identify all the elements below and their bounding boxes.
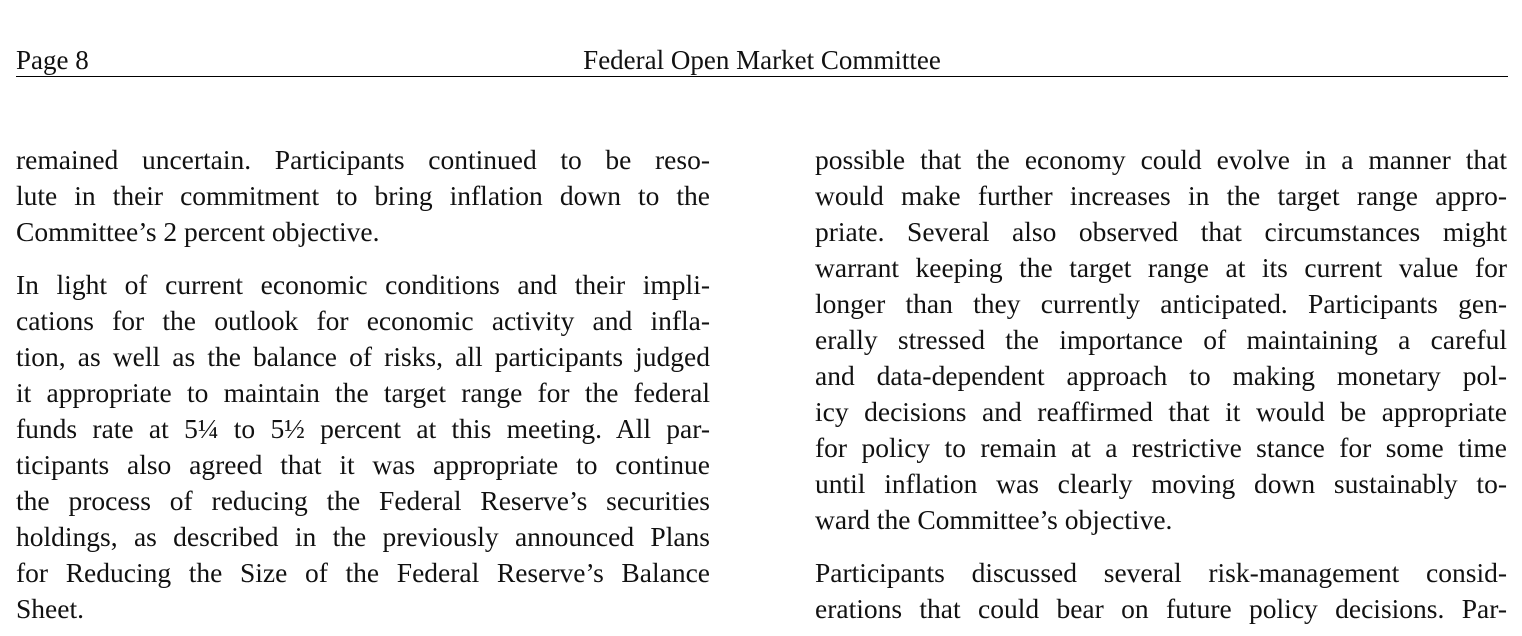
text-line: possible that the economy could evolve i… (815, 144, 1507, 175)
text-line: and data-dependent approach to making mo… (815, 360, 1507, 391)
text-line: the process of reducing the Federal Rese… (16, 485, 710, 516)
text-line: warrant keeping the target range at its … (815, 252, 1507, 283)
page-number: Page 8 (16, 45, 89, 75)
text-line: it appropriate to maintain the target ra… (16, 377, 710, 408)
left-column: remained uncertain. Participants continu… (16, 142, 710, 627)
text-line: tion, as well as the balance of risks, a… (16, 341, 710, 372)
text-line: ward the Committee’s objective. (815, 504, 1173, 535)
document-title: Federal Open Market Committee (583, 45, 941, 75)
text-line: funds rate at 5¼ to 5½ percent at this m… (16, 413, 710, 444)
text-line: would make further increases in the targ… (815, 180, 1507, 211)
text-line: erations that could bear on future polic… (815, 593, 1507, 624)
text-line: erally stressed the importance of mainta… (815, 324, 1507, 355)
text-line: Committee’s 2 percent objective. (16, 216, 380, 247)
text-line: until inflation was clearly moving down … (815, 468, 1507, 499)
text-line: icy decisions and reaffirmed that it wou… (815, 396, 1507, 427)
paragraph: Participants discussed several risk-mana… (815, 555, 1507, 627)
text-line: remained uncertain. Participants continu… (16, 144, 710, 175)
text-line: for policy to remain at a restrictive st… (815, 432, 1507, 463)
text-line: longer than they currently anticipated. … (815, 288, 1507, 319)
text-line: ticipants also agreed that it was approp… (16, 449, 710, 480)
text-line: priate. Several also observed that circu… (815, 216, 1507, 247)
paragraph: possible that the economy could evolve i… (815, 142, 1507, 538)
paragraph: In light of current economic conditions … (16, 267, 710, 627)
text-line: Sheet. (16, 593, 84, 624)
page-header: Page 8 Federal Open Market Committee (16, 44, 1508, 77)
text-line: Participants discussed several risk-mana… (815, 557, 1507, 588)
text-line: for Reducing the Size of the Federal Res… (16, 557, 710, 588)
text-line: holdings, as described in the previously… (16, 521, 710, 552)
right-column: possible that the economy could evolve i… (815, 142, 1507, 627)
text-line: In light of current economic conditions … (16, 269, 710, 300)
text-line: cations for the outlook for economic act… (16, 305, 710, 336)
paragraph: remained uncertain. Participants continu… (16, 142, 710, 250)
text-line: lute in their commitment to bring inflat… (16, 180, 710, 211)
